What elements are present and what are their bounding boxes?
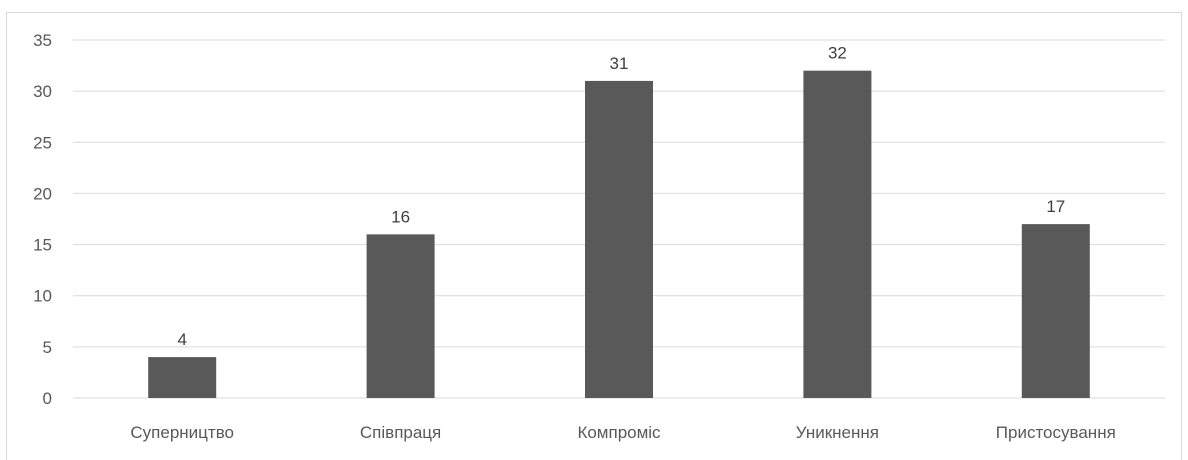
bar — [585, 80, 653, 399]
chart-frame — [6, 12, 1182, 460]
bar — [366, 234, 435, 398]
y-axis-tick-labels: 0 5 10 15 20 25 30 35 — [33, 31, 52, 408]
bar — [148, 357, 217, 398]
x-category-label: Співпраця — [360, 423, 441, 442]
x-category-label: Уникнення — [796, 423, 879, 442]
bar — [1021, 224, 1090, 398]
x-category-label: Суперництво — [130, 423, 234, 442]
y-tick-label: 10 — [33, 287, 52, 306]
y-tick-label: 20 — [33, 184, 52, 203]
data-label: 16 — [391, 207, 410, 226]
data-label: 4 — [177, 330, 186, 349]
data-labels: 4 16 31 32 17 — [177, 44, 1065, 349]
y-tick-label: 0 — [43, 389, 52, 408]
x-category-label: Компроміс — [577, 423, 661, 442]
data-label: 31 — [610, 54, 629, 73]
y-tick-label: 30 — [33, 82, 52, 101]
y-tick-label: 5 — [43, 338, 52, 357]
x-category-label: Пристосування — [996, 423, 1116, 442]
data-label: 17 — [1046, 197, 1065, 216]
y-tick-label: 15 — [33, 236, 52, 255]
data-label: 32 — [828, 44, 847, 63]
x-axis-category-labels: Суперництво Співпраця Компроміс Уникнення Пр… — [130, 423, 1115, 442]
y-tick-label: 35 — [33, 31, 52, 50]
bars — [148, 70, 1090, 399]
y-tick-label: 25 — [33, 133, 52, 152]
bar — [803, 70, 872, 398]
